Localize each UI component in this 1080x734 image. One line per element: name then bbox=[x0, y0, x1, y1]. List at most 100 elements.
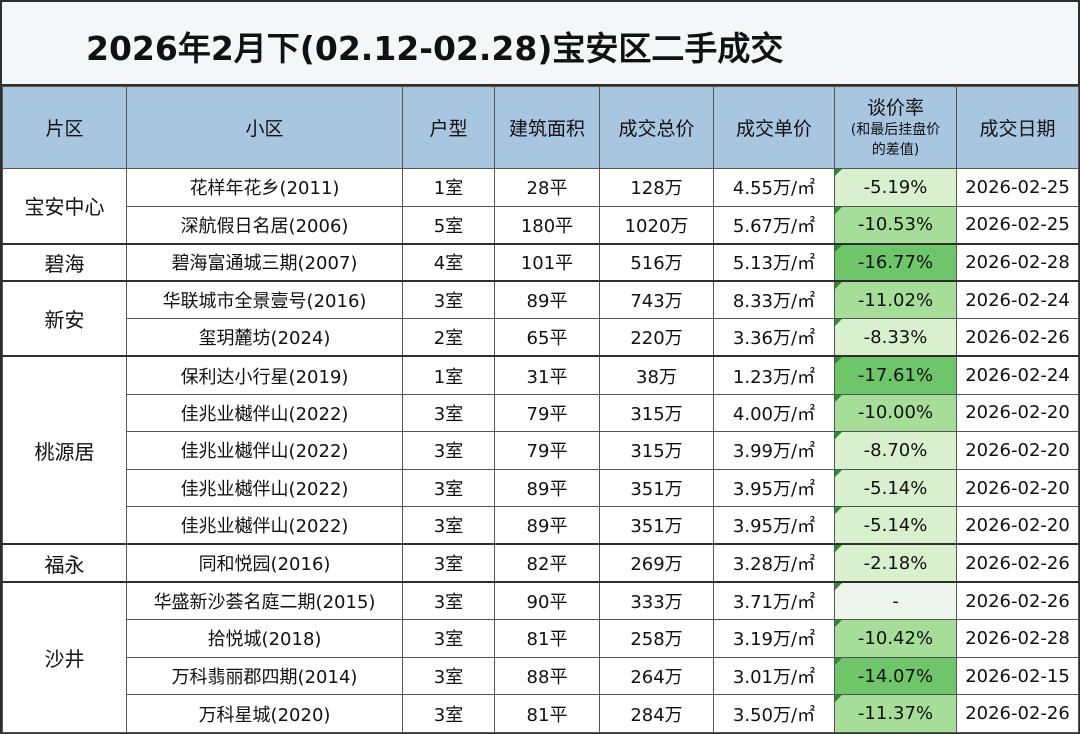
layout-cell: 3室 bbox=[402, 431, 495, 470]
area-cell: 89平 bbox=[494, 506, 600, 545]
layout-cell: 3室 bbox=[402, 393, 495, 433]
discount-value: -10.53% bbox=[857, 214, 934, 236]
layout-cell: 4室 bbox=[402, 242, 495, 282]
corner-marker-icon bbox=[835, 584, 842, 591]
table-row: 万科翡丽郡四期(2014) 3室 88平 264万 3.01万/㎡ -14.07% 2026… bbox=[3, 656, 1079, 696]
area-cell: 88平 bbox=[494, 656, 600, 696]
table-row: 深航假日名居(2006) 5室 180平 1020万 5.67万/㎡ -10.53% 202… bbox=[3, 205, 1079, 245]
layout-cell: 3室 bbox=[402, 656, 495, 696]
discount-cell: -16.77% bbox=[834, 242, 957, 282]
header-area: 建筑面积 bbox=[494, 86, 600, 169]
discount-value: -8.33% bbox=[863, 326, 928, 348]
deals-table: 片区 小区 户型 建筑面积 成交总价 成交单价 谈价率 (和最后挂盘价 的差值)… bbox=[2, 86, 1079, 733]
layout-cell: 3室 bbox=[402, 581, 495, 621]
corner-marker-icon bbox=[835, 432, 842, 440]
discount-cell: -2.18% bbox=[834, 543, 957, 583]
layout-cell: 3室 bbox=[402, 619, 495, 658]
area-cell: 31平 bbox=[494, 355, 600, 395]
discount-value: -10.42% bbox=[857, 627, 934, 649]
unit-cell: 3.95万/㎡ bbox=[713, 468, 835, 508]
community-cell: 同和悦园(2016) bbox=[126, 543, 403, 583]
area-cell: 79平 bbox=[494, 431, 600, 470]
title-bar: 2026年2月下(02.12-02.28)宝安区二手成交 bbox=[2, 2, 1078, 86]
total-cell: 220万 bbox=[599, 318, 714, 357]
corner-marker-icon bbox=[835, 169, 842, 176]
table-row: 桃源居 保利达小行星(2019) 1室 31平 38万 1.23万/㎡ -17.61% 202… bbox=[2, 355, 1079, 545]
discount-cell: -17.61% bbox=[834, 355, 957, 395]
unit-cell: 3.71万/㎡ bbox=[713, 581, 835, 621]
community-cell: 保利达小行星(2019) bbox=[126, 355, 403, 395]
header-unit: 成交单价 bbox=[713, 86, 835, 169]
date-cell: 2026-02-28 bbox=[956, 242, 1079, 282]
discount-cell: -14.07% bbox=[834, 656, 957, 696]
corner-marker-icon bbox=[835, 658, 842, 665]
discount-cell: -5.14% bbox=[834, 468, 957, 508]
table-row: 万科星城(2020) 3室 81平 284万 3.50万/㎡ -11.37% 2026-02… bbox=[3, 694, 1079, 733]
discount-value: - bbox=[892, 590, 899, 612]
corner-marker-icon bbox=[835, 507, 842, 515]
discount-cell: -11.37% bbox=[834, 694, 957, 733]
unit-cell: 3.95万/㎡ bbox=[713, 506, 835, 545]
corner-marker-icon bbox=[835, 695, 842, 703]
header-discount-sub1: (和最后挂盘价 bbox=[850, 121, 941, 138]
date-cell: 2026-02-20 bbox=[956, 431, 1079, 470]
layout-cell: 1室 bbox=[402, 355, 495, 395]
discount-value: -11.37% bbox=[857, 703, 934, 725]
corner-marker-icon bbox=[835, 283, 842, 290]
discount-value: -5.19% bbox=[863, 176, 928, 198]
community-cell: 拾悦城(2018) bbox=[126, 619, 403, 658]
layout-cell: 1室 bbox=[402, 168, 495, 207]
discount-value: -5.14% bbox=[863, 514, 928, 536]
district-cell: 宝安中心 bbox=[2, 167, 127, 245]
total-cell: 351万 bbox=[599, 468, 714, 508]
header-discount-main: 谈价率 bbox=[866, 96, 924, 119]
discount-value: -14.07% bbox=[857, 665, 934, 687]
date-cell: 2026-02-20 bbox=[956, 468, 1079, 508]
table-row: 玺玥麓坊(2024) 2室 65平 220万 3.36万/㎡ -8.33% 2026-02-… bbox=[3, 318, 1079, 357]
header-discount: 谈价率 (和最后挂盘价 的差值) bbox=[834, 86, 957, 169]
total-cell: 333万 bbox=[599, 581, 714, 621]
unit-cell: 3.50万/㎡ bbox=[713, 694, 835, 733]
unit-cell: 5.67万/㎡ bbox=[713, 205, 835, 245]
deals-body: 宝安中心 花样年花乡(2011) 1室 28平 128万 4.55万/㎡ -5.19% 202… bbox=[2, 167, 1079, 733]
area-cell: 89平 bbox=[494, 468, 600, 508]
table-row: 佳兆业樾伴山(2022) 3室 89平 351万 3.95万/㎡ -5.14% 2026-0… bbox=[3, 506, 1079, 545]
layout-cell: 3室 bbox=[402, 468, 495, 508]
layout-cell: 5室 bbox=[402, 205, 495, 245]
total-cell: 264万 bbox=[599, 656, 714, 696]
community-cell: 玺玥麓坊(2024) bbox=[126, 318, 403, 357]
table-row: 福永 同和悦园(2016) 3室 82平 269万 3.28万/㎡ -2.18% 2026-0… bbox=[2, 543, 1079, 583]
date-cell: 2026-02-28 bbox=[956, 619, 1079, 658]
corner-marker-icon bbox=[835, 207, 842, 214]
total-cell: 1020万 bbox=[599, 205, 714, 245]
corner-marker-icon bbox=[835, 546, 842, 553]
layout-cell: 3室 bbox=[402, 543, 495, 583]
total-cell: 269万 bbox=[599, 543, 714, 583]
total-cell: 258万 bbox=[599, 619, 714, 658]
district-cell: 福永 bbox=[2, 543, 127, 583]
discount-value: -5.14% bbox=[863, 477, 928, 499]
page-title: 2026年2月下(02.12-02.28)宝安区二手成交 bbox=[86, 29, 784, 68]
header-total: 成交总价 bbox=[599, 86, 714, 169]
total-cell: 315万 bbox=[599, 431, 714, 470]
unit-cell: 3.99万/㎡ bbox=[713, 431, 835, 470]
unit-cell: 1.23万/㎡ bbox=[713, 355, 835, 395]
total-cell: 743万 bbox=[599, 280, 714, 320]
community-cell: 万科翡丽郡四期(2014) bbox=[126, 656, 403, 696]
date-cell: 2026-02-25 bbox=[956, 205, 1079, 245]
area-cell: 28平 bbox=[494, 168, 600, 207]
unit-cell: 4.55万/㎡ bbox=[713, 168, 835, 207]
corner-marker-icon bbox=[835, 395, 842, 402]
unit-cell: 4.00万/㎡ bbox=[713, 393, 835, 433]
area-cell: 81平 bbox=[494, 619, 600, 658]
table-row: 佳兆业樾伴山(2022) 3室 79平 315万 4.00万/㎡ -10.00% 2026-… bbox=[3, 393, 1079, 433]
district-cell: 沙井 bbox=[2, 581, 127, 733]
discount-cell: -10.53% bbox=[834, 205, 957, 245]
community-cell: 佳兆业樾伴山(2022) bbox=[126, 393, 403, 433]
table-row: 佳兆业樾伴山(2022) 3室 79平 315万 3.99万/㎡ -8.70% 2026-0… bbox=[3, 431, 1079, 470]
total-cell: 284万 bbox=[599, 694, 714, 733]
table-row: 宝安中心 花样年花乡(2011) 1室 28平 128万 4.55万/㎡ -5.19% 202… bbox=[2, 167, 1079, 245]
corner-marker-icon bbox=[835, 620, 842, 628]
corner-marker-icon bbox=[835, 245, 842, 252]
